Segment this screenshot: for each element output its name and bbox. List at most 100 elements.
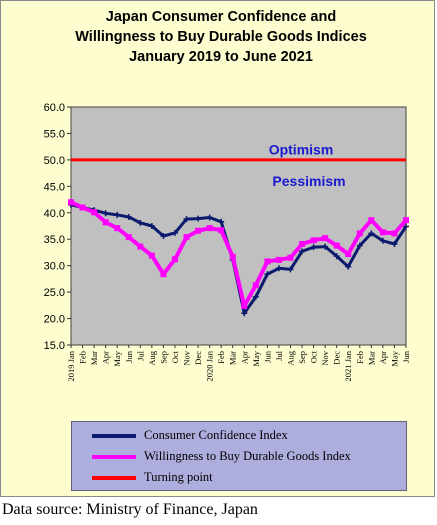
x-tick-label: May — [112, 350, 122, 366]
data-point — [79, 204, 86, 211]
x-tick-label: Jul — [274, 350, 284, 361]
data-point — [183, 216, 190, 223]
data-point — [379, 237, 386, 244]
x-tick-label: Aug — [285, 350, 295, 365]
data-point — [275, 256, 282, 263]
data-point — [310, 244, 317, 251]
data-point — [137, 243, 144, 250]
x-tick-label: Jul — [135, 350, 145, 361]
x-tick-label: Dec — [332, 351, 342, 365]
y-tick-label: 60.0 — [44, 102, 65, 114]
data-point — [310, 237, 317, 244]
data-point — [403, 217, 409, 224]
legend-swatch-turning-point — [92, 476, 136, 480]
y-tick-label: 55.0 — [44, 128, 65, 140]
annotation-pessimism: Pessimism — [272, 173, 345, 189]
legend-swatch-consumer-confidence — [92, 434, 136, 438]
data-point — [287, 266, 294, 273]
y-tick-label: 30.0 — [44, 261, 65, 273]
data-point — [345, 251, 352, 258]
x-tick-label: Dec — [193, 351, 203, 365]
data-point — [275, 265, 282, 272]
data-point — [264, 271, 271, 278]
x-tick-label: Apr — [378, 351, 388, 364]
data-point — [160, 271, 167, 278]
data-point — [195, 215, 202, 222]
data-point — [114, 225, 121, 232]
x-tick-label: Oct — [309, 350, 319, 363]
x-tick-label: Nov — [320, 350, 330, 365]
x-tick-label: May — [389, 350, 399, 366]
data-point — [91, 209, 98, 216]
plot-area — [70, 106, 407, 346]
legend-label-consumer-confidence: Consumer Confidence Index — [144, 428, 288, 442]
data-point — [125, 214, 132, 221]
y-tick-label: 50.0 — [44, 155, 65, 167]
chart-frame: Japan Consumer Confidence and Willingnes… — [0, 0, 435, 497]
x-tick-label: 2020 Jan — [205, 350, 215, 381]
x-tick-label: Apr — [239, 351, 249, 364]
data-point — [252, 293, 259, 300]
x-tick-label: Aug — [147, 350, 157, 365]
chart-title-line-2: Willingness to Buy Durable Goods Indices — [75, 29, 367, 45]
data-point — [333, 242, 340, 249]
data-point — [183, 234, 190, 241]
x-tick-label: Jun — [262, 350, 272, 363]
data-point — [206, 214, 213, 221]
data-point — [356, 242, 363, 249]
chart-title-line-3: January 2019 to June 2021 — [129, 49, 313, 65]
data-point — [252, 282, 259, 289]
y-tick-label: 20.0 — [44, 314, 65, 326]
y-tick-label: 15.0 — [44, 340, 65, 352]
data-point — [368, 217, 375, 224]
x-tick-label: Feb — [216, 351, 226, 364]
legend-label-turning-point: Turning point — [144, 470, 213, 484]
x-tick-label: Mar — [366, 351, 376, 365]
data-point — [264, 258, 271, 265]
x-tick-label: May — [251, 350, 261, 366]
data-point — [368, 230, 375, 237]
chart-title: Japan Consumer Confidence and Willingnes… — [41, 7, 401, 67]
data-point — [102, 210, 109, 217]
data-point — [345, 263, 352, 270]
data-point — [356, 230, 363, 237]
data-point — [322, 243, 329, 250]
data-point — [229, 253, 236, 260]
data-point — [171, 256, 178, 263]
data-point — [241, 302, 248, 309]
annotation-optimism: Optimism — [269, 141, 334, 157]
data-point — [241, 310, 248, 317]
data-point — [171, 229, 178, 236]
data-point — [114, 211, 121, 218]
data-point — [148, 223, 155, 229]
legend-label-willingness-to-buy: Willingness to Buy Durable Goods Index — [144, 449, 351, 463]
data-point — [195, 227, 202, 234]
data-point — [148, 252, 155, 259]
chart-title-line-1: Japan Consumer Confidence and — [105, 9, 337, 25]
y-tick-label: 45.0 — [44, 181, 65, 193]
data-point — [299, 248, 306, 255]
x-tick-label: Feb — [355, 351, 365, 364]
x-tick-label: Sep — [297, 351, 307, 364]
data-point — [403, 223, 409, 230]
legend-swatch-willingness-to-buy — [92, 455, 136, 459]
data-point — [333, 253, 340, 260]
y-tick-label: 40.0 — [44, 208, 65, 220]
x-tick-label: Sep — [158, 351, 168, 364]
x-tick-label: Mar — [228, 351, 238, 365]
data-point — [287, 254, 294, 261]
data-source-note: Data source: Ministry of Finance, Japan — [2, 501, 258, 518]
data-point — [218, 218, 225, 225]
x-tick-label: Oct — [170, 350, 180, 363]
line-chart: 60.0 55.0 50.0 45.0 40.0 35.0 30.0 25.0 20.0 15.0… — [44, 102, 411, 381]
data-point — [68, 199, 74, 206]
x-tick-label: Nov — [182, 350, 192, 365]
x-tick-label: 2021 Jan — [343, 350, 353, 381]
data-point — [137, 219, 144, 226]
data-point — [125, 234, 132, 241]
data-point — [102, 219, 109, 226]
y-tick-label: 25.0 — [44, 287, 65, 299]
x-tick-label: Mar — [89, 351, 99, 365]
data-point — [160, 233, 167, 240]
data-point — [322, 235, 329, 242]
